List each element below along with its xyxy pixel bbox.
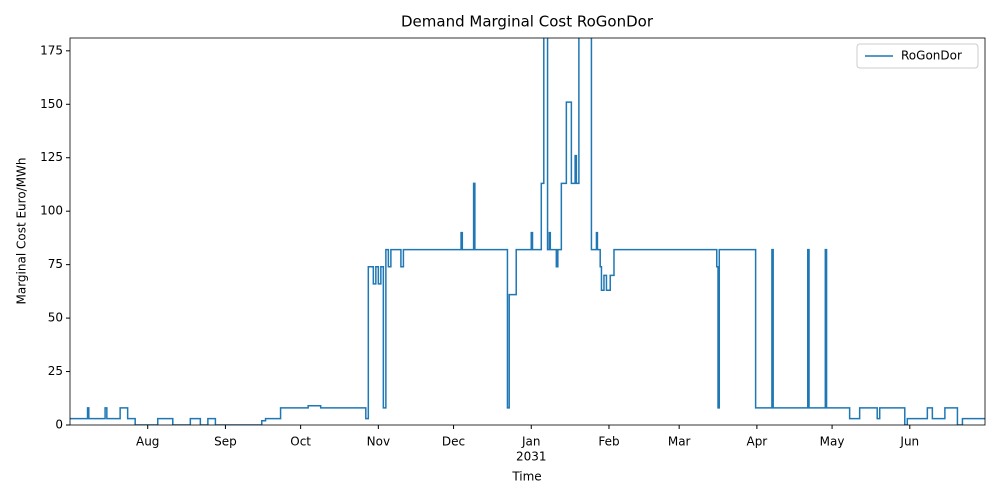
- x-tick-label: Dec: [442, 435, 465, 449]
- y-tick-label: 75: [48, 257, 63, 271]
- y-tick-label: 150: [40, 97, 63, 111]
- x-tick-label: Jun: [899, 435, 919, 449]
- x-tick-label: Sep: [214, 435, 237, 449]
- legend-box: [856, 43, 979, 69]
- plot-frame: [69, 37, 986, 426]
- y-tick-label: 50: [48, 311, 63, 325]
- x-tick-label: Feb: [598, 435, 619, 449]
- legend-label: RoGonDor: [901, 49, 962, 63]
- x-tick-label: Jan: [521, 435, 541, 449]
- y-tick-label: 0: [55, 418, 63, 432]
- x-tick-label: Oct: [290, 435, 311, 449]
- x-tick-label: May: [820, 435, 845, 449]
- x-tick-label: Nov: [367, 435, 390, 449]
- y-tick-label: 25: [48, 364, 63, 378]
- x-tick-label: Mar: [668, 435, 691, 449]
- chart-title: Demand Marginal Cost RoGonDor: [401, 13, 654, 31]
- x-axis-label: Time: [511, 470, 541, 484]
- plot-lines: [70, 38, 985, 425]
- series-line: [70, 38, 985, 425]
- y-tick-label: 125: [40, 150, 63, 164]
- y-tick-label: 175: [40, 43, 63, 57]
- y-tick-label: 100: [40, 204, 63, 218]
- x-tick-year: 2031: [516, 450, 547, 464]
- x-tick-label: Aug: [136, 435, 159, 449]
- y-axis-label: Marginal Cost Euro/MWh: [15, 157, 29, 304]
- x-tick-label: Apr: [746, 435, 767, 449]
